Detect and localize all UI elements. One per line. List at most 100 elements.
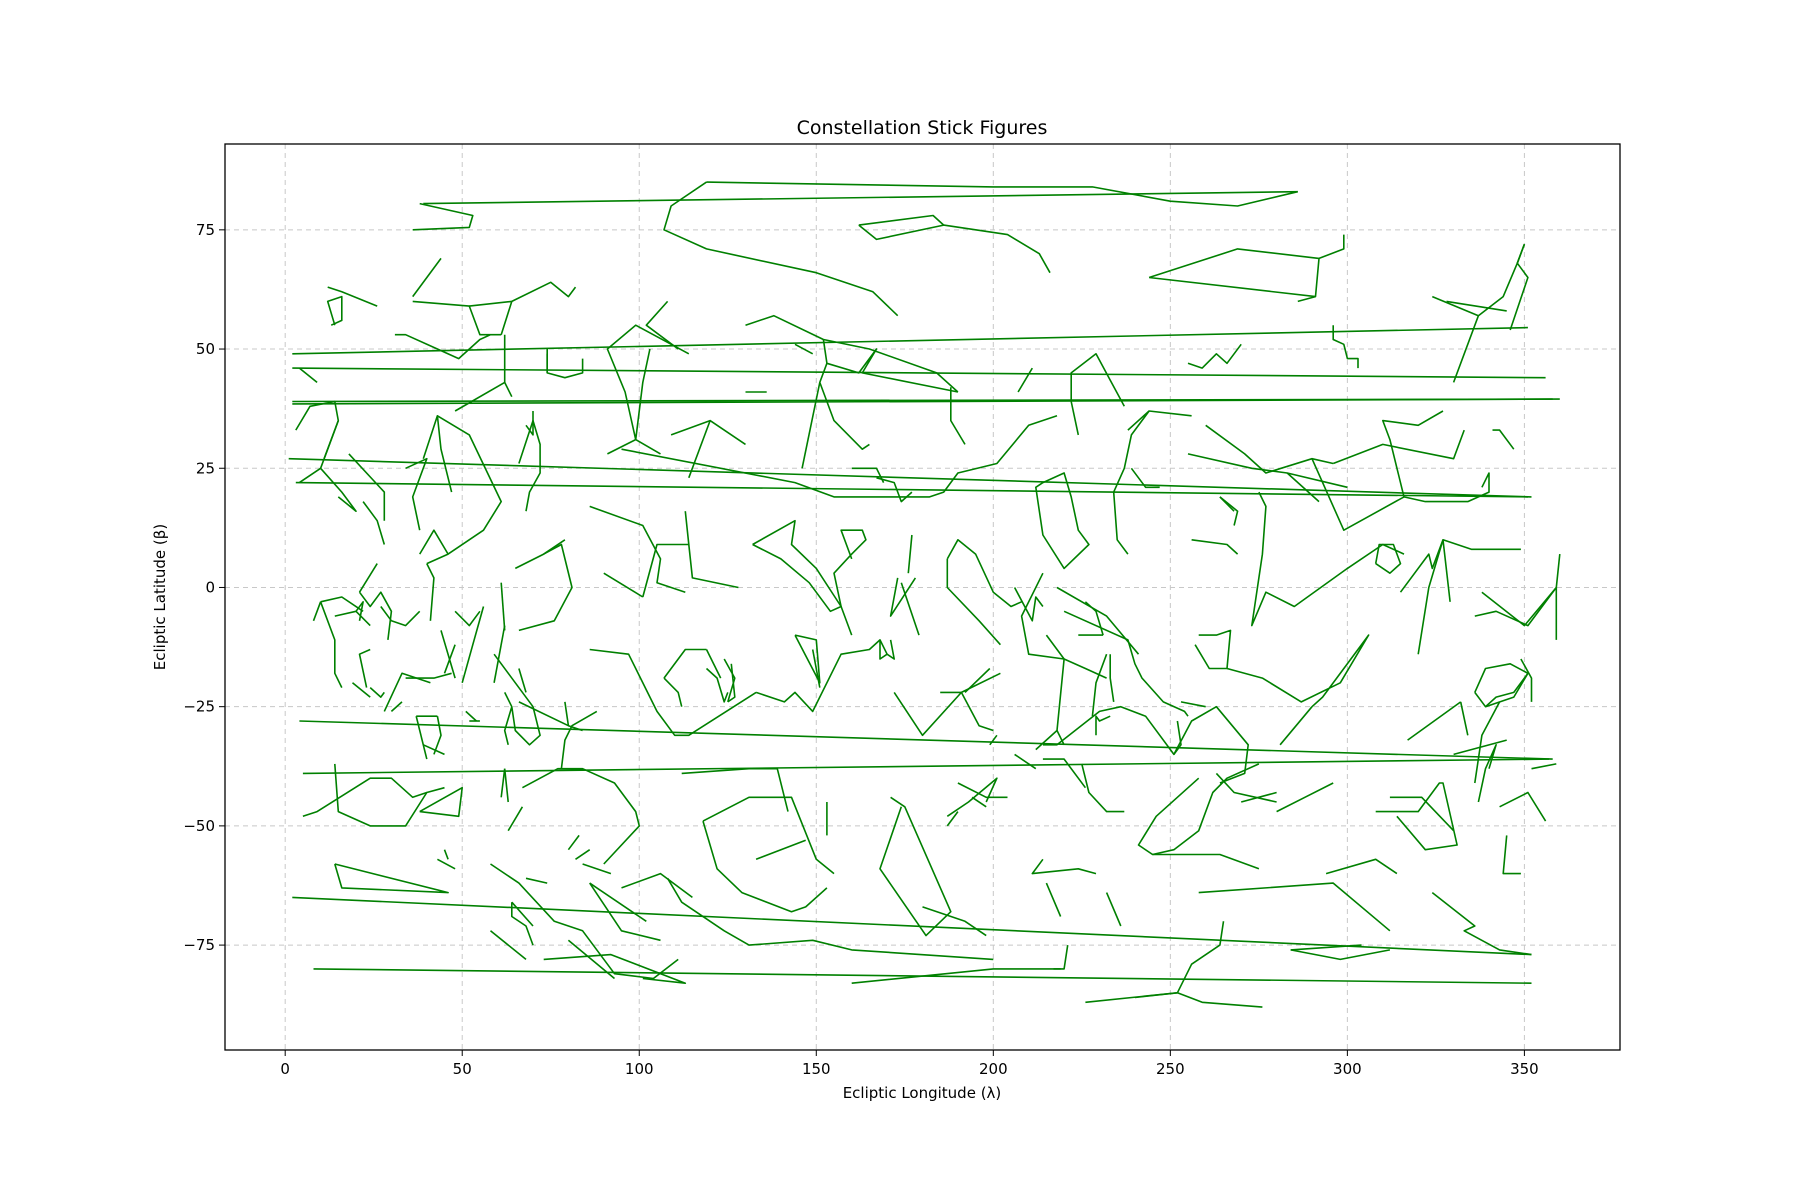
constellation-line bbox=[507, 806, 524, 832]
constellation-line bbox=[1085, 992, 1178, 1004]
constellation-line bbox=[412, 300, 502, 336]
constellation-line bbox=[490, 863, 679, 980]
constellation-line bbox=[1177, 992, 1263, 1008]
x-tick-label: 0 bbox=[280, 1060, 290, 1078]
constellation-line bbox=[1531, 763, 1557, 770]
constellation-line bbox=[1035, 634, 1065, 751]
constellation-line bbox=[433, 716, 442, 755]
constellation-line bbox=[334, 863, 449, 894]
constellation-line bbox=[1191, 539, 1239, 555]
constellation-line bbox=[949, 387, 966, 445]
constellation-line bbox=[1173, 705, 1249, 784]
constellation-line bbox=[320, 596, 364, 612]
constellation-line bbox=[589, 882, 661, 942]
y-tick-label: −25 bbox=[183, 698, 215, 716]
constellation-line bbox=[1056, 586, 1140, 655]
constellation-line bbox=[493, 625, 506, 683]
constellation-line bbox=[1290, 944, 1362, 951]
constellation-line bbox=[907, 534, 913, 574]
constellation-line bbox=[319, 601, 343, 688]
constellation-line bbox=[295, 481, 1528, 498]
constellation-line bbox=[394, 333, 491, 360]
constellation-line bbox=[957, 782, 1008, 799]
constellation-line bbox=[522, 767, 641, 865]
constellation-line bbox=[1481, 586, 1558, 640]
constellation-line bbox=[745, 314, 959, 393]
constellation-line bbox=[412, 202, 474, 231]
constellation-line bbox=[514, 543, 573, 632]
constellation-line bbox=[606, 324, 690, 455]
constellation-line bbox=[500, 582, 506, 631]
constellation-line bbox=[1453, 739, 1507, 756]
y-tick-label: 75 bbox=[196, 221, 215, 239]
constellation-line bbox=[1325, 858, 1398, 875]
constellation-line bbox=[1297, 295, 1316, 303]
x-tick-label: 50 bbox=[453, 1060, 472, 1078]
constellation-line bbox=[351, 682, 371, 698]
constellation-line bbox=[461, 606, 485, 684]
constellation-line bbox=[1215, 772, 1277, 803]
constellation-line bbox=[503, 692, 541, 746]
constellation-line bbox=[642, 511, 690, 598]
x-axis-label: Ecliptic Longitude (λ) bbox=[843, 1084, 1002, 1102]
constellation-line bbox=[943, 224, 1051, 274]
constellation-line bbox=[1484, 672, 1529, 708]
constellation-line bbox=[1095, 715, 1111, 736]
constellation-line bbox=[1045, 882, 1062, 917]
constellation-line bbox=[851, 467, 885, 483]
constellation-line bbox=[1013, 587, 1044, 622]
constellation-line bbox=[327, 286, 378, 307]
constellation-line bbox=[1180, 701, 1206, 708]
constellation-line bbox=[1031, 858, 1097, 875]
y-tick-label: −75 bbox=[183, 936, 215, 954]
constellation-line bbox=[564, 701, 570, 726]
constellation-line bbox=[292, 896, 1532, 956]
constellation-line bbox=[1194, 629, 1232, 670]
constellation-line bbox=[511, 901, 534, 927]
constellation-line bbox=[288, 457, 1532, 498]
constellation-line bbox=[818, 363, 870, 451]
constellation-line bbox=[358, 648, 371, 688]
constellation-line bbox=[369, 687, 385, 698]
constellation-line bbox=[946, 558, 1001, 646]
constellation-line bbox=[358, 591, 393, 640]
constellation-line bbox=[1251, 491, 1405, 627]
constellation-line bbox=[419, 529, 449, 555]
x-tick-label: 300 bbox=[1333, 1060, 1362, 1078]
axis-ticks: 0 50 100 150 200 250 300 350 −75 −50 −25 0 25 50 75 bbox=[183, 221, 1538, 1078]
constellation-line bbox=[1555, 554, 1561, 588]
constellation-line bbox=[1375, 782, 1458, 851]
y-tick-label: −50 bbox=[183, 817, 215, 835]
constellation-line bbox=[1474, 587, 1557, 627]
constellation-line bbox=[688, 544, 739, 589]
x-tick-label: 350 bbox=[1510, 1060, 1539, 1078]
constellation-line bbox=[1226, 634, 1370, 708]
constellation-line bbox=[1187, 453, 1348, 489]
constellation-line bbox=[1187, 343, 1242, 369]
constellation-line bbox=[1056, 730, 1065, 746]
constellation-line bbox=[575, 849, 591, 860]
y-tick-label: 0 bbox=[205, 578, 215, 596]
constellation-line bbox=[922, 906, 987, 937]
constellation-line bbox=[946, 811, 959, 827]
constellation-line bbox=[794, 634, 821, 684]
constellation-line bbox=[1502, 835, 1521, 875]
x-tick-label: 200 bbox=[979, 1060, 1008, 1078]
constellation-line bbox=[1431, 295, 1479, 317]
constellation-line bbox=[1332, 429, 1465, 465]
constellation-line bbox=[503, 768, 509, 803]
constellation-line bbox=[1105, 892, 1122, 927]
constellation-line bbox=[1442, 539, 1451, 602]
constellation-line bbox=[946, 777, 998, 817]
constellation-line bbox=[503, 706, 513, 745]
constellation-line bbox=[415, 716, 428, 760]
constellation-line bbox=[292, 398, 1560, 405]
constellation-line bbox=[1020, 572, 1107, 679]
constellation-line bbox=[1389, 796, 1455, 832]
constellation-line bbox=[727, 663, 736, 703]
constellation-line bbox=[422, 744, 445, 756]
constellation-line bbox=[436, 415, 453, 493]
constellation-line bbox=[663, 677, 683, 707]
constellation-line bbox=[1130, 467, 1160, 489]
